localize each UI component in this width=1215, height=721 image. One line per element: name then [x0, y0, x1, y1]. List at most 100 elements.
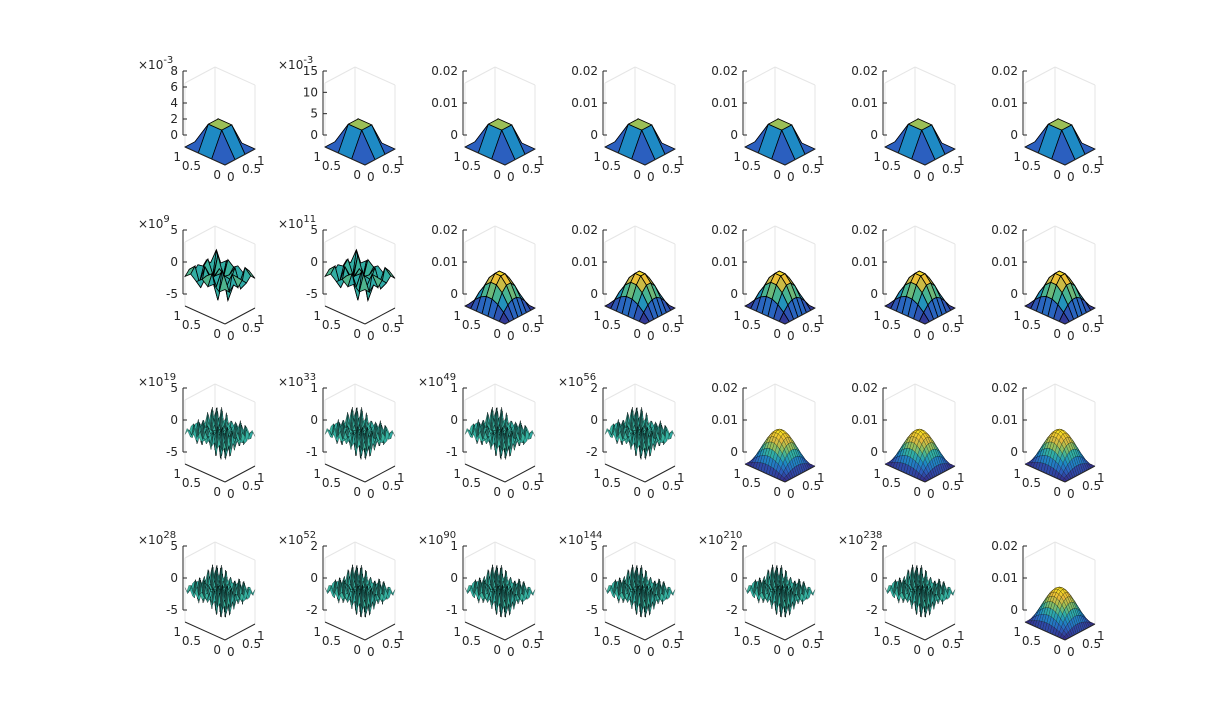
z-tick-label: 0 [310, 571, 318, 585]
y-axis [884, 463, 926, 483]
grid-line [1054, 66, 1096, 86]
x-tick-label: 1 [957, 313, 965, 327]
y-tick-label: 1 [733, 467, 741, 481]
grid-line [1024, 383, 1056, 401]
grid-line [774, 66, 816, 86]
z-exponent-label: ×1049 [418, 372, 456, 389]
z-tick-label: -1 [446, 603, 458, 617]
y-tick-label: 1 [873, 150, 881, 164]
z-tick-label: 0 [870, 128, 878, 142]
grid-line [324, 541, 356, 559]
y-tick-label: 1 [1013, 150, 1021, 164]
grid-line [494, 541, 536, 561]
z-exponent-label: ×10238 [838, 530, 882, 547]
x-tick-label: 0 [647, 487, 655, 501]
y-tick-label: 1 [453, 150, 461, 164]
grid-line [774, 541, 816, 561]
y-tick-label: 0 [633, 327, 641, 341]
y-tick-label: 0 [1053, 168, 1061, 182]
y-tick-label: 0.5 [742, 159, 761, 173]
x-tick-label: 0 [647, 645, 655, 659]
x-axis [644, 148, 676, 166]
grid-line [1054, 383, 1096, 403]
z-exponent-label: ×10144 [558, 530, 602, 547]
z-tick-label: 0.02 [431, 223, 458, 237]
x-axis [644, 623, 676, 641]
y-tick-label: 1 [173, 625, 181, 639]
x-axis [364, 307, 396, 325]
x-axis [784, 465, 816, 483]
z-tick-label: 0 [1010, 603, 1018, 617]
x-tick-label: 1 [677, 471, 685, 485]
y-tick-label: 1 [453, 467, 461, 481]
x-tick-label: 0.5 [662, 321, 681, 335]
y-axis [604, 463, 646, 483]
grid-line [634, 383, 676, 403]
y-tick-label: 0.5 [322, 159, 341, 173]
x-tick-label: 1 [817, 313, 825, 327]
y-tick-label: 0 [213, 643, 221, 657]
z-tick-label: 0 [170, 128, 178, 142]
z-tick-label: 0.02 [851, 381, 878, 395]
y-tick-label: 1 [593, 467, 601, 481]
x-axis [364, 465, 396, 483]
y-axis [464, 463, 506, 483]
y-axis [184, 621, 226, 641]
z-tick-label: 0.02 [851, 223, 878, 237]
z-tick-label: 10 [303, 85, 318, 99]
y-tick-label: 1 [593, 625, 601, 639]
y-tick-label: 0 [773, 168, 781, 182]
y-tick-label: 0.5 [882, 159, 901, 173]
z-tick-label: 0.02 [431, 64, 458, 78]
z-tick-label: 0 [1010, 445, 1018, 459]
z-tick-label: 0 [730, 287, 738, 301]
z-tick-label: 0 [170, 255, 178, 269]
x-axis [364, 148, 396, 166]
surface-facet [922, 600, 928, 610]
z-tick-label: 0 [870, 571, 878, 585]
grid-line [464, 225, 496, 243]
y-tick-label: 0 [353, 485, 361, 499]
grid-line [774, 225, 816, 245]
y-tick-label: 0.5 [742, 634, 761, 648]
x-axis [224, 465, 256, 483]
x-tick-label: 1 [257, 629, 265, 643]
y-axis [464, 305, 506, 325]
x-tick-label: 0.5 [662, 479, 681, 493]
z-tick-label: 0.01 [711, 96, 738, 110]
y-tick-label: 1 [733, 309, 741, 323]
y-axis [184, 463, 226, 483]
x-axis [364, 623, 396, 641]
z-tick-label: 0.01 [851, 96, 878, 110]
surface-facet [502, 600, 508, 610]
z-tick-label: 0.02 [991, 223, 1018, 237]
x-axis [784, 307, 816, 325]
y-tick-label: 0 [493, 168, 501, 182]
x-tick-label: 0.5 [802, 479, 821, 493]
z-tick-label: 0 [870, 287, 878, 301]
surface-facet [642, 441, 648, 452]
grid-line [634, 225, 676, 245]
z-tick-label: -5 [166, 287, 178, 301]
x-axis [1064, 148, 1096, 166]
x-axis [504, 148, 536, 166]
z-tick-label: 0 [170, 571, 178, 585]
x-tick-label: 0.5 [382, 321, 401, 335]
grid-line [744, 383, 776, 401]
y-tick-label: 1 [173, 467, 181, 481]
y-tick-label: 0 [213, 327, 221, 341]
z-tick-label: -2 [726, 603, 738, 617]
z-tick-label: 1 [450, 539, 458, 553]
z-tick-label: 0.01 [571, 96, 598, 110]
z-tick-label: 0 [590, 413, 598, 427]
x-tick-label: 0 [927, 487, 935, 501]
y-tick-label: 0 [1053, 485, 1061, 499]
z-tick-label: 0.01 [431, 96, 458, 110]
z-exponent-label: ×10-3 [278, 55, 313, 72]
y-tick-label: 0.5 [322, 476, 341, 490]
grid-line [744, 225, 776, 243]
